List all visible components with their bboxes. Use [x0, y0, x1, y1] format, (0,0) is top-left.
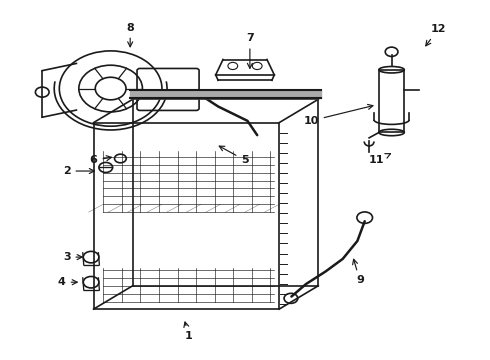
Text: 8: 8 [126, 23, 134, 47]
Text: 4: 4 [58, 277, 77, 287]
Text: 6: 6 [90, 155, 112, 165]
Text: 10: 10 [303, 104, 373, 126]
Text: 9: 9 [353, 259, 364, 285]
Polygon shape [130, 90, 321, 98]
Text: 3: 3 [63, 252, 82, 262]
Text: 12: 12 [426, 24, 446, 46]
Text: 1: 1 [184, 322, 193, 341]
Bar [379, 70, 404, 132]
Text: 5: 5 [219, 146, 249, 165]
Text: 2: 2 [63, 166, 94, 176]
Text: 7: 7 [246, 33, 254, 68]
Text: 11: 11 [369, 154, 391, 165]
